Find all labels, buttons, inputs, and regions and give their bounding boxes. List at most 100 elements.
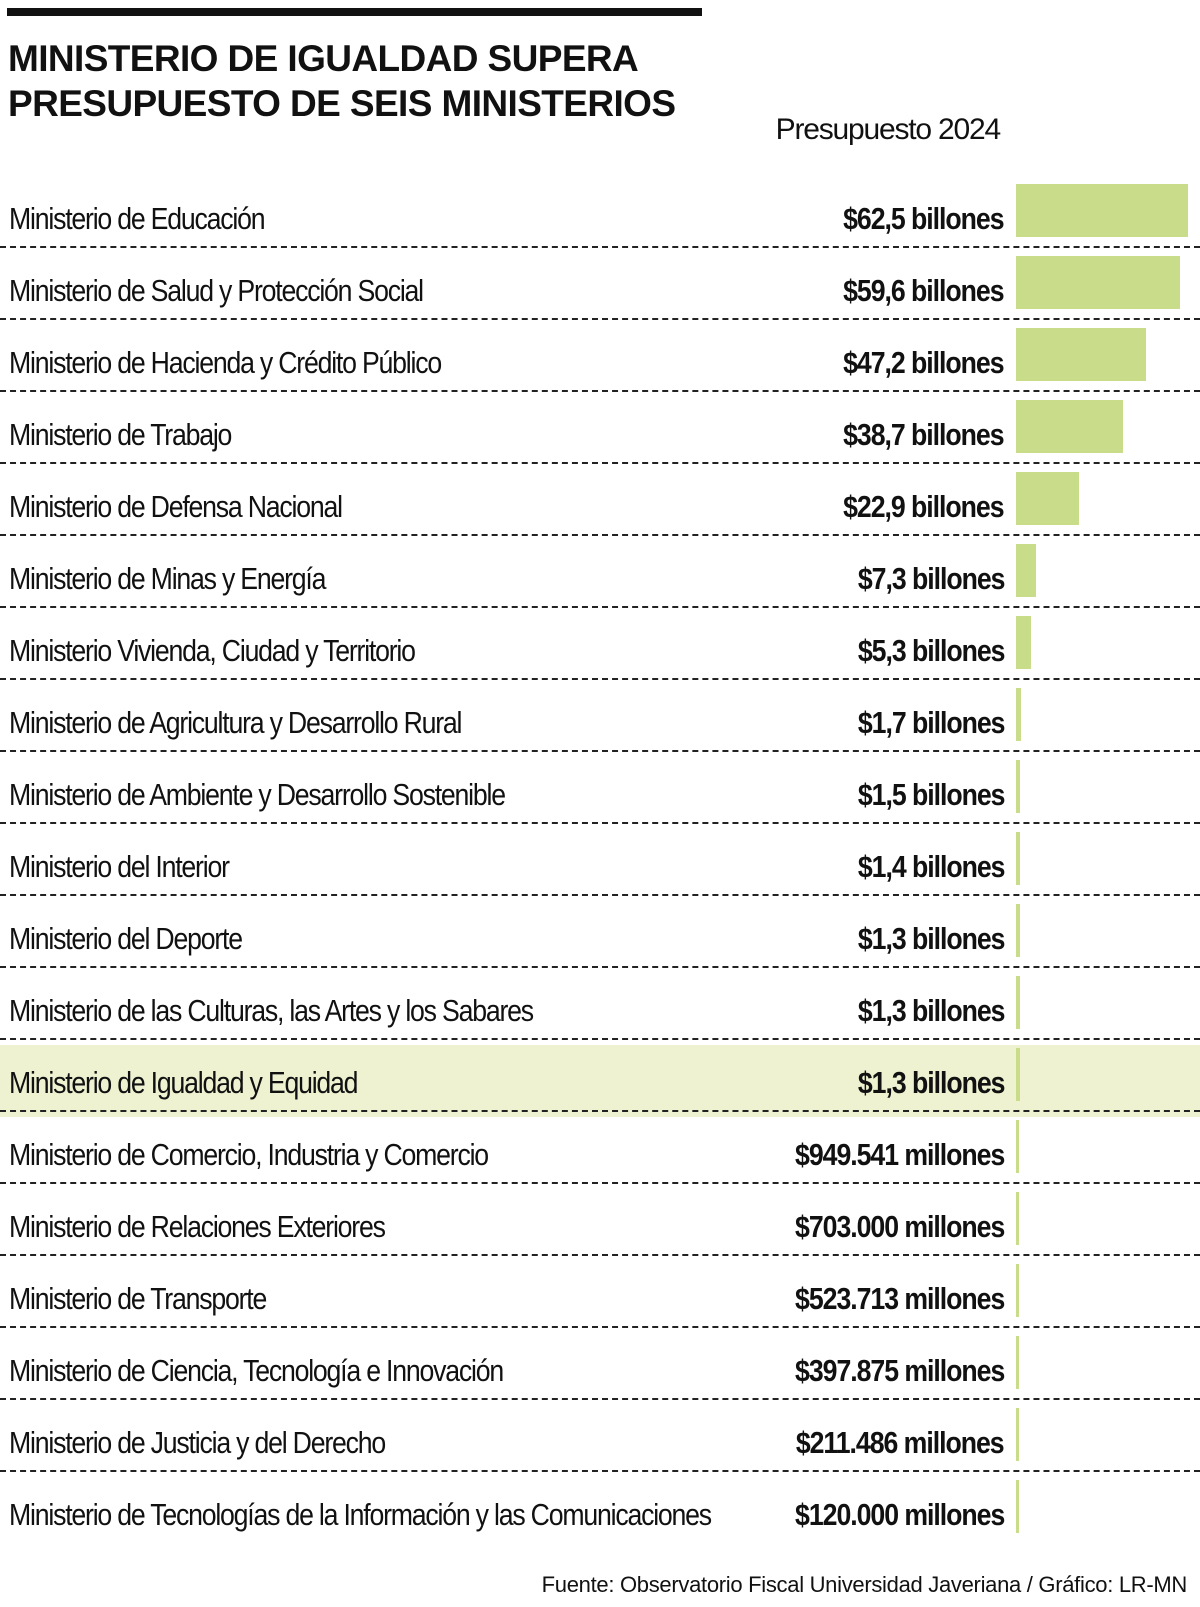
highlight-band [0,1045,1200,1117]
chart-row: Ministerio de Transporte $523.713 millone… [0,1264,1200,1336]
chart-row: Ministerio de Trabajo $38,7 billones [0,400,1200,472]
chart-row: Ministerio de Tecnologías de la Informac… [0,1480,1200,1552]
row-divider [0,1038,1200,1040]
row-divider [0,318,1200,320]
value-label: $397.875 millones [794,1353,1005,1388]
bar [1016,400,1123,453]
bar [1016,760,1020,813]
bar-chart: Ministerio de Educación $62,5 billones Min… [0,184,1200,1552]
value-label: $47,2 billones [843,345,1005,380]
category-label: Ministerio Vivienda, Ciudad y Territorio [9,633,416,668]
chart-row: Ministerio de Educación $62,5 billones [0,184,1200,256]
category-label: Ministerio de Tecnologías de la Informac… [9,1497,712,1532]
row-divider [0,966,1200,968]
value-label: $703.000 millones [794,1209,1005,1244]
bar [1016,904,1020,957]
bar [1016,976,1020,1029]
column-header: Presupuesto 2024 [775,113,1002,146]
chart-row: Ministerio de las Culturas, las Artes y … [0,976,1200,1048]
value-label: $1,7 billones [857,705,1005,740]
value-label: $7,3 billones [857,561,1005,596]
value-label: $523.713 millones [794,1281,1005,1316]
bar [1016,1264,1019,1317]
category-label: Ministerio de Justicia y del Derecho [9,1425,386,1460]
row-divider [0,1182,1200,1184]
chart-row: Ministerio del Deporte $1,3 billones [0,904,1200,976]
row-divider [0,246,1200,248]
value-label: $1,5 billones [857,777,1005,812]
chart-row: Ministerio de Comercio, Industria y Come… [0,1120,1200,1192]
row-divider [0,1110,1200,1112]
category-label: Ministerio de Hacienda y Crédito Público [9,345,442,380]
bar [1016,328,1146,381]
value-label: $5,3 billones [857,633,1005,668]
row-divider [0,1254,1200,1256]
row-divider [0,390,1200,392]
row-divider [0,1398,1200,1400]
category-label: Ministerio de Transporte [9,1281,267,1316]
bar [1016,688,1021,741]
category-label: Ministerio de Trabajo [9,417,232,452]
source-note: Fuente: Observatorio Fiscal Universidad … [541,1572,1188,1597]
row-divider [0,678,1200,680]
row-divider [0,606,1200,608]
row-divider [0,462,1200,464]
chart-row: Ministerio Vivienda, Ciudad y Territorio… [0,616,1200,688]
value-label: $59,6 billones [843,273,1005,308]
chart-row: Ministerio de Igualdad y Equidad $1,3 bil… [0,1045,1200,1120]
row-divider [0,1326,1200,1328]
row-divider [0,750,1200,752]
category-label: Ministerio de Comercio, Industria y Come… [9,1137,489,1172]
bar [1016,184,1188,237]
category-label: Ministerio de Minas y Energía [9,561,326,596]
category-label: Ministerio de Igualdad y Equidad [9,1065,359,1100]
top-rule [7,8,702,16]
value-label: $62,5 billones [843,201,1005,236]
chart-row: Ministerio de Salud y Protección Social $… [0,256,1200,328]
value-label: $1,3 billones [857,993,1005,1028]
category-label: Ministerio de Defensa Nacional [9,489,343,524]
row-divider [0,1470,1200,1472]
bar [1016,472,1079,525]
value-label: $211.486 millones [796,1425,1005,1460]
chart-row: Ministerio de Relaciones Exteriores $703.… [0,1192,1200,1264]
category-label: Ministerio de las Culturas, las Artes y … [9,993,534,1028]
bar [1016,1408,1019,1461]
category-label: Ministerio de Salud y Protección Social [9,273,424,308]
chart-row: Ministerio de Ciencia, Tecnología e Inno… [0,1336,1200,1408]
bar [1016,256,1180,309]
bar [1016,544,1036,597]
bar [1016,832,1020,885]
row-divider [0,534,1200,536]
bar [1016,1120,1019,1173]
value-label: $1,3 billones [857,1065,1005,1100]
category-label: Ministerio de Educación [9,201,266,236]
value-label: $1,3 billones [857,921,1005,956]
bar [1016,1480,1019,1533]
chart-row: Ministerio del Interior $1,4 billones [0,832,1200,904]
row-divider [0,822,1200,824]
bar [1016,1048,1020,1101]
bar [1016,1336,1019,1389]
bar [1016,616,1031,669]
value-label: $38,7 billones [843,417,1005,452]
bar [1016,1192,1019,1245]
category-label: Ministerio del Deporte [9,921,243,956]
chart-row: Ministerio de Agricultura y Desarrollo R… [0,688,1200,760]
value-label: $120.000 millones [794,1497,1005,1532]
value-label: $1,4 billones [857,849,1005,884]
value-label: $22,9 billones [843,489,1005,524]
value-label: $949.541 millones [794,1137,1005,1172]
chart-row: Ministerio de Hacienda y Crédito Público… [0,328,1200,400]
category-label: Ministerio de Ambiente y Desarrollo Sost… [9,777,506,812]
chart-title: MINISTERIO DE IGUALDAD SUPERA PRESUPUEST… [8,38,676,124]
category-label: Ministerio de Agricultura y Desarrollo R… [9,705,462,740]
chart-row: Ministerio de Minas y Energía $7,3 billon… [0,544,1200,616]
chart-row: Ministerio de Defensa Nacional $22,9 bill… [0,472,1200,544]
category-label: Ministerio de Ciencia, Tecnología e Inno… [9,1353,504,1388]
chart-row: Ministerio de Ambiente y Desarrollo Sost… [0,760,1200,832]
chart-row: Ministerio de Justicia y del Derecho $211… [0,1408,1200,1480]
category-label: Ministerio del Interior [9,849,230,884]
row-divider [0,894,1200,896]
category-label: Ministerio de Relaciones Exteriores [9,1209,386,1244]
